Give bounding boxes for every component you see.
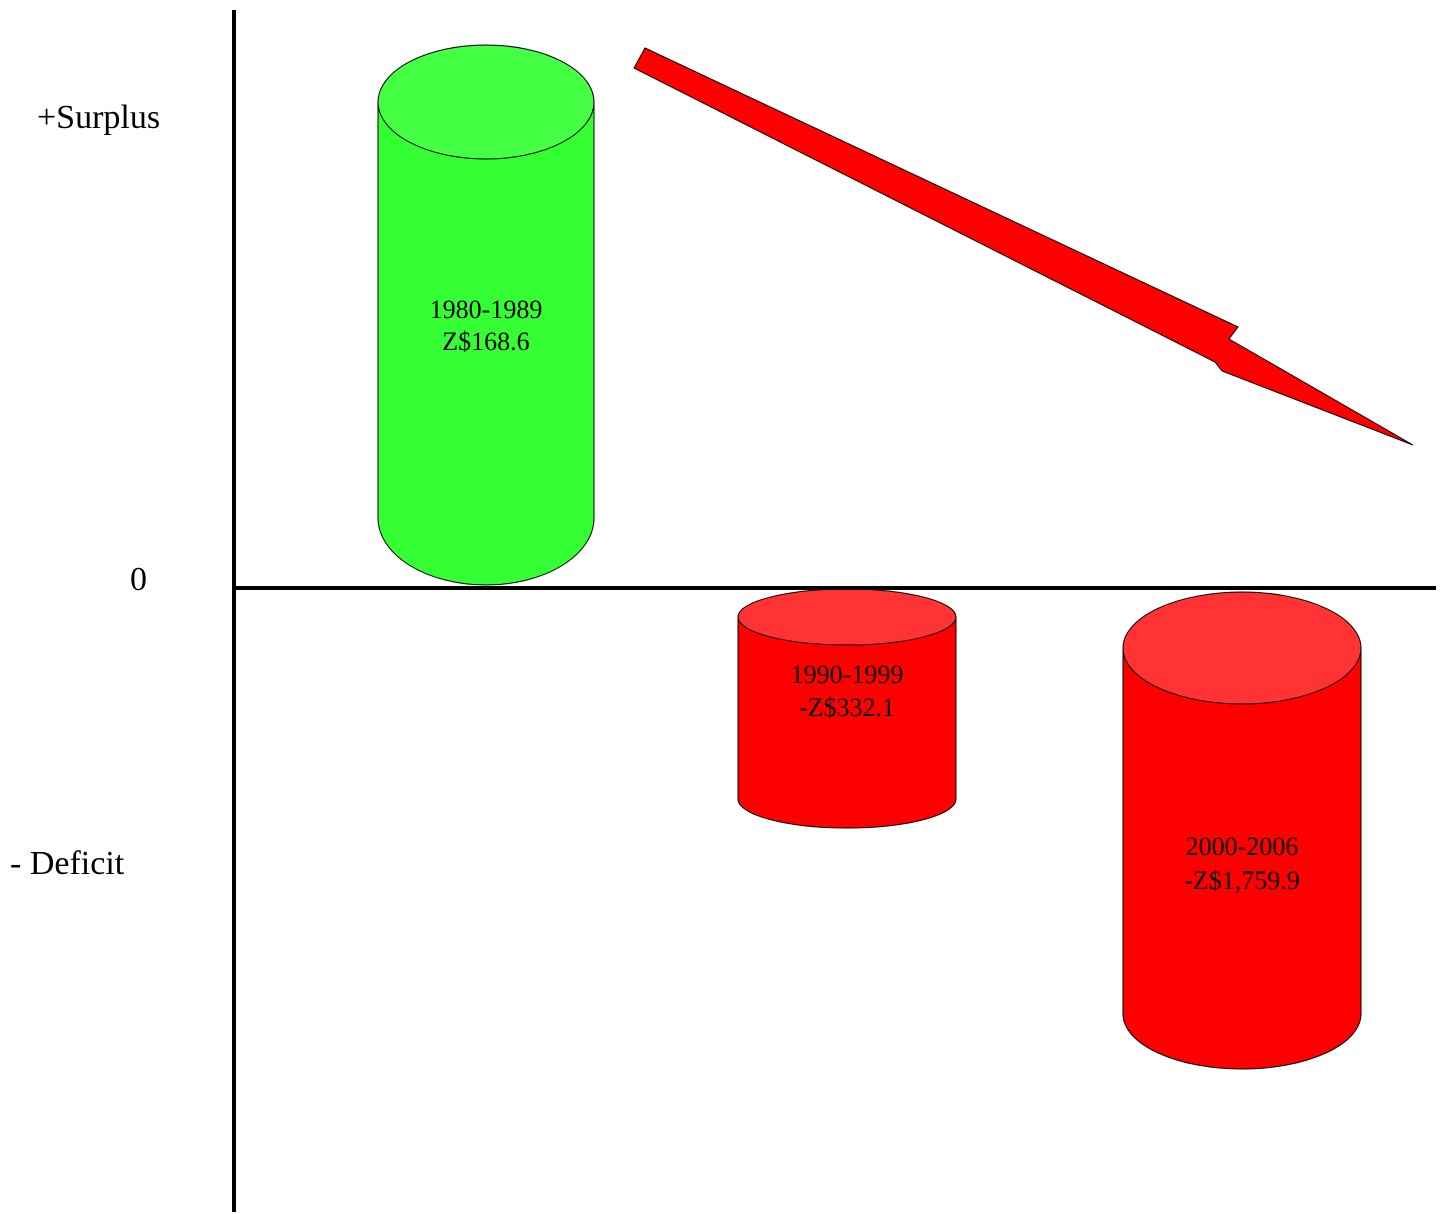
bar-1990-1999-category: 1990-1999 (791, 660, 904, 689)
bars-group: 1980-1989 Z$168.6 1990-1999 -Z$332.1 200… (377, 44, 1362, 1070)
bar-1990-1999: 1990-1999 -Z$332.1 (737, 588, 957, 829)
bar-1980-1989-body (377, 101, 595, 586)
bar-2000-2006: 2000-2006 -Z$1,759.9 (1122, 591, 1362, 1070)
bar-1990-1999-body (737, 616, 957, 829)
bar-2000-2006-category: 2000-2006 (1186, 832, 1299, 861)
bar-1990-1999-value: -Z$332.1 (799, 693, 895, 722)
bar-1980-1989-category: 1980-1989 (430, 295, 543, 324)
bar-1990-1999-top (737, 588, 957, 646)
y-label-deficit: - Deficit (10, 845, 125, 882)
bar-1980-1989-value: Z$168.6 (442, 327, 529, 356)
y-label-surplus: +Surplus (37, 99, 160, 136)
bar-2000-2006-value: -Z$1,759.9 (1184, 866, 1300, 895)
trend-arrow (633, 47, 1414, 446)
bar-1980-1989: 1980-1989 Z$168.6 (377, 44, 595, 586)
bar-2000-2006-top (1122, 591, 1362, 705)
y-label-zero: 0 (130, 561, 147, 598)
bar-1980-1989-top (377, 44, 595, 160)
bar-2000-2006-body (1122, 647, 1362, 1070)
